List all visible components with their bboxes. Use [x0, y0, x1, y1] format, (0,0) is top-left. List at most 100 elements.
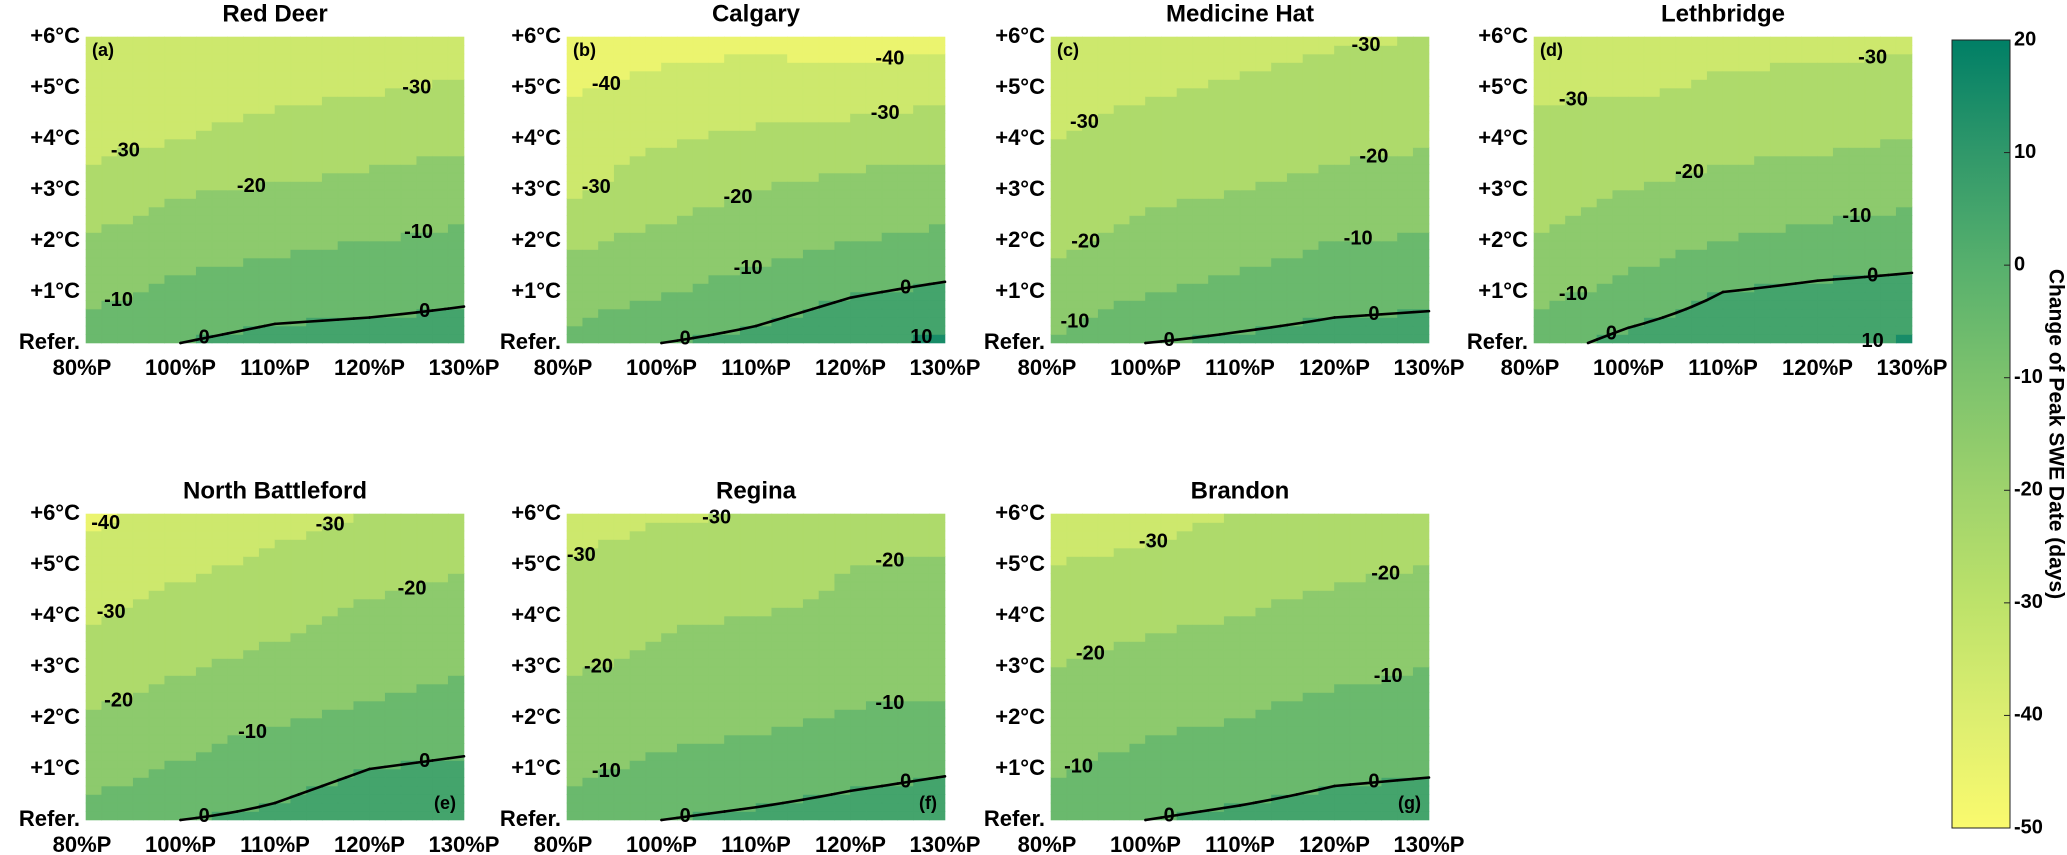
contour-fill [1365, 189, 1383, 199]
contour-fill [1239, 291, 1257, 301]
contour-fill [755, 666, 773, 676]
contour-fill [353, 232, 370, 242]
contour-fill [101, 79, 118, 89]
contour-fill [897, 300, 914, 310]
contour-fill [1722, 147, 1740, 157]
contour-fill [881, 164, 899, 174]
contour-fill [447, 274, 465, 284]
contour-fill [1549, 79, 1566, 89]
contour-fill [1208, 257, 1225, 267]
contour-fill [148, 777, 166, 787]
contour-fill [1397, 232, 1414, 242]
contour-line [399, 761, 419, 767]
contour-line [1633, 322, 1646, 328]
contour-fill [787, 709, 804, 719]
contour-fill [676, 751, 694, 761]
contour-fill [1145, 274, 1162, 284]
contour-fill [1318, 113, 1335, 123]
contour-fill [629, 308, 647, 318]
contour-fill [865, 726, 883, 736]
contour-fill [1239, 147, 1257, 157]
contour-fill [274, 291, 292, 301]
contour-fill [1769, 113, 1787, 123]
contour-fill [928, 155, 946, 165]
contour-fill [1397, 104, 1414, 114]
contour-fill [369, 590, 386, 600]
contour-fill [195, 232, 213, 242]
contour-fill [739, 709, 757, 719]
contour-label: -30 [871, 102, 900, 124]
contour-fill [180, 794, 197, 804]
contour-fill [1113, 130, 1131, 140]
contour-fill [1334, 266, 1351, 276]
contour-fill [321, 113, 339, 123]
contour-fill [227, 147, 244, 157]
contour-fill [101, 590, 118, 600]
contour-fill [1208, 181, 1225, 191]
contour-fill [913, 62, 930, 72]
contour-fill [802, 206, 820, 216]
contour-fill [865, 794, 883, 804]
contour-fill [321, 130, 339, 140]
contour-fill [928, 113, 946, 123]
contour-fill [243, 308, 260, 318]
contour-fill [369, 717, 386, 727]
contour-fill [353, 283, 370, 293]
contour-fill [1208, 87, 1225, 97]
contour-fill [1066, 189, 1083, 199]
contour-fill [787, 130, 804, 140]
contour-fill [1675, 189, 1692, 199]
contour-fill [290, 811, 307, 821]
contour-fill [85, 717, 103, 727]
contour-fill [1706, 36, 1724, 46]
contour-fill [1302, 198, 1320, 208]
contour-fill [1580, 240, 1598, 250]
contour-fill [1318, 36, 1335, 46]
contour-fill [1208, 198, 1225, 208]
contour-fill [598, 138, 615, 148]
contour-fill [739, 172, 757, 182]
contour-fill [598, 164, 615, 174]
contour-fill [755, 70, 773, 80]
contour-fill [1318, 164, 1335, 174]
contour-line [1721, 288, 1741, 294]
contour-fill [148, 556, 166, 566]
contour-fill [195, 641, 213, 651]
contour-fill [306, 615, 323, 625]
contour-fill [85, 734, 103, 744]
contour-fill [661, 172, 678, 182]
contour-fill [400, 683, 418, 693]
contour-fill [850, 79, 867, 89]
contour-fill [1706, 45, 1724, 55]
contour-fill [1129, 147, 1146, 157]
contour-fill [306, 726, 323, 736]
contour-fill [645, 96, 662, 106]
contour-fill [1533, 232, 1551, 242]
contour-fill [1318, 45, 1335, 55]
contour-fill [353, 325, 370, 335]
contour-fill [629, 802, 647, 812]
contour-fill [661, 717, 678, 727]
contour-fill [1239, 121, 1257, 131]
contour-fill [211, 36, 229, 46]
contour-fill [724, 45, 741, 55]
contour-fill [1302, 45, 1320, 55]
contour-fill [850, 257, 867, 267]
contour-fill [306, 683, 323, 693]
y-tick-label: +6°C [30, 23, 80, 48]
contour-fill [353, 121, 370, 131]
contour-fill [708, 700, 725, 710]
contour-fill [164, 240, 181, 250]
contour-fill [447, 692, 465, 702]
contour-fill [676, 257, 694, 267]
contour-fill [1192, 172, 1209, 182]
contour-fill [1722, 62, 1740, 72]
contour-fill [101, 768, 118, 778]
contour-fill [258, 70, 276, 80]
contour-fill [306, 692, 323, 702]
contour-line [415, 309, 434, 314]
contour-fill [306, 240, 323, 250]
contour-fill [739, 138, 757, 148]
contour-fill [180, 598, 197, 608]
contour-fill [818, 308, 836, 318]
